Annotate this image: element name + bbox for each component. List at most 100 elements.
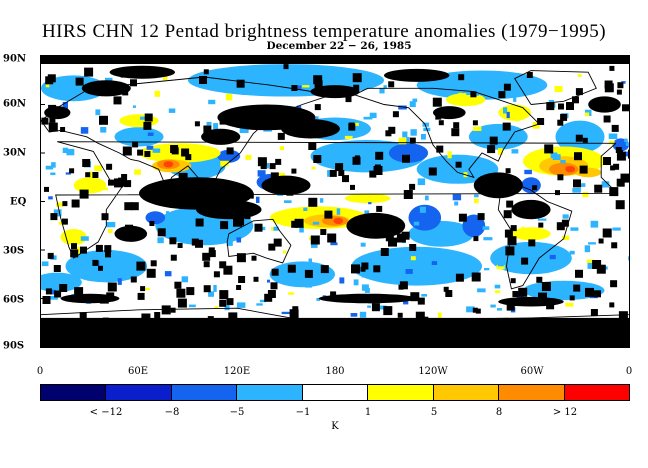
missing-data-pixel xyxy=(436,145,444,153)
missing-data-pixel xyxy=(518,287,528,297)
missing-data-pixel xyxy=(458,74,465,81)
missing-data-pixel xyxy=(314,104,321,111)
missing-data-pixel xyxy=(385,130,392,137)
missing-data-pixel xyxy=(330,291,337,298)
anomaly-speckle xyxy=(260,299,266,303)
missing-data-pixel xyxy=(557,174,564,181)
missing-data-pixel xyxy=(106,292,115,301)
anomaly-speckle xyxy=(577,74,582,77)
anomaly-speckle xyxy=(585,112,590,117)
missing-data-pixel xyxy=(557,119,564,126)
missing-data-pixel xyxy=(219,118,226,125)
missing-data-pixel xyxy=(538,292,547,302)
missing-data-pixel xyxy=(603,115,611,123)
missing-data-pixel xyxy=(236,253,246,263)
missing-data-pixel xyxy=(174,281,182,289)
missing-data-pixel xyxy=(415,311,425,321)
missing-data-pixel xyxy=(320,265,329,274)
missing-data-pixel xyxy=(144,113,153,122)
anomaly-speckle xyxy=(438,233,445,240)
missing-data-pixel xyxy=(132,141,139,148)
missing-data-pixel xyxy=(355,322,363,329)
anomaly-speckle xyxy=(208,291,214,297)
anomaly-speckle xyxy=(624,138,628,143)
missing-data-pixel xyxy=(510,278,516,284)
missing-data-pixel xyxy=(42,296,51,304)
missing-data-pixel xyxy=(575,269,583,278)
anomaly-speckle xyxy=(213,285,217,292)
missing-data-pixel xyxy=(106,163,113,170)
anomaly-speckle xyxy=(483,237,493,241)
missing-data-pixel xyxy=(47,252,54,259)
missing-data-pixel xyxy=(598,238,604,244)
legend-swatch-3 xyxy=(237,385,303,400)
lon-label-0: 0 xyxy=(36,366,44,377)
anomaly-patch-neg_weak xyxy=(269,261,335,288)
anomaly-patch-pos_weak xyxy=(139,143,221,163)
anomaly-speckle xyxy=(281,311,291,315)
missing-data-pixel xyxy=(163,197,169,203)
missing-data-pixel xyxy=(59,284,68,292)
missing-data-pixel xyxy=(253,276,259,282)
anomaly-speckle xyxy=(311,166,316,170)
anomaly-speckle xyxy=(550,152,558,158)
missing-data-pixel xyxy=(268,243,276,251)
missing-data-pixel xyxy=(532,185,538,191)
missing-data-pixel xyxy=(609,302,615,308)
missing-data-pixel xyxy=(350,184,355,190)
anomaly-speckle xyxy=(316,298,320,301)
anomaly-speckle xyxy=(580,183,586,187)
anomaly-speckle xyxy=(286,75,292,78)
missing-data-pixel xyxy=(236,79,245,88)
lat-label-30s: 30S xyxy=(3,245,25,257)
missing-data-pixel xyxy=(572,96,579,104)
missing-data-pixel xyxy=(622,104,629,112)
anomaly-speckle xyxy=(360,242,366,247)
missing-data-pixel xyxy=(521,257,529,265)
missing-data-pixel xyxy=(398,284,404,290)
missing-data-pixel xyxy=(604,80,613,89)
missing-data-pixel xyxy=(585,287,594,297)
missing-data-pixel xyxy=(95,244,103,252)
anomaly-speckle xyxy=(628,256,629,261)
missing-data-pixel xyxy=(122,146,132,156)
missing-data-pixel xyxy=(291,168,297,174)
missing-data-pixel xyxy=(473,236,479,242)
missing-data-pixel xyxy=(271,268,279,276)
anomaly-speckle xyxy=(608,133,618,140)
missing-data-pixel xyxy=(609,65,615,71)
missing-data-pixel xyxy=(374,164,381,171)
missing-data-pixel xyxy=(226,298,234,306)
missing-data-pixel xyxy=(354,155,360,161)
missing-data-pixel xyxy=(409,183,416,190)
anomaly-speckle xyxy=(193,144,197,152)
missing-data-pixel xyxy=(472,120,478,126)
anomaly-speckle xyxy=(312,221,320,225)
missing-data-pixel xyxy=(594,290,601,298)
lon-label-120w: 120W xyxy=(418,366,448,377)
missing-data-pixel xyxy=(471,272,481,282)
anomaly-speckle xyxy=(549,254,556,260)
missing-data-pixel xyxy=(71,199,80,208)
anomaly-speckle xyxy=(422,122,430,127)
legend-swatch-5 xyxy=(368,385,434,400)
missing-data-pixel xyxy=(236,285,242,290)
coastline xyxy=(55,141,619,259)
anomaly-speckle xyxy=(410,256,416,261)
anomaly-speckle xyxy=(303,207,308,211)
missing-data-pixel xyxy=(458,213,467,222)
missing-data-pixel xyxy=(120,68,130,78)
missing-data-pixel xyxy=(436,334,445,343)
legend-label-minus5: −5 xyxy=(229,407,245,418)
anomaly-speckle xyxy=(102,274,108,281)
anomaly-speckle xyxy=(276,172,285,177)
lat-label-90s: 90S xyxy=(3,340,25,352)
missing-data-pixel xyxy=(48,104,57,113)
missing-data-pixel xyxy=(161,305,171,315)
anomaly-speckle xyxy=(425,195,429,201)
anomaly-speckle xyxy=(398,267,402,275)
missing-data-pixel xyxy=(342,175,349,183)
missing-data-pixel xyxy=(360,266,366,272)
missing-data-pixel xyxy=(574,152,582,161)
anomaly-patch-pos_weak xyxy=(511,227,551,241)
